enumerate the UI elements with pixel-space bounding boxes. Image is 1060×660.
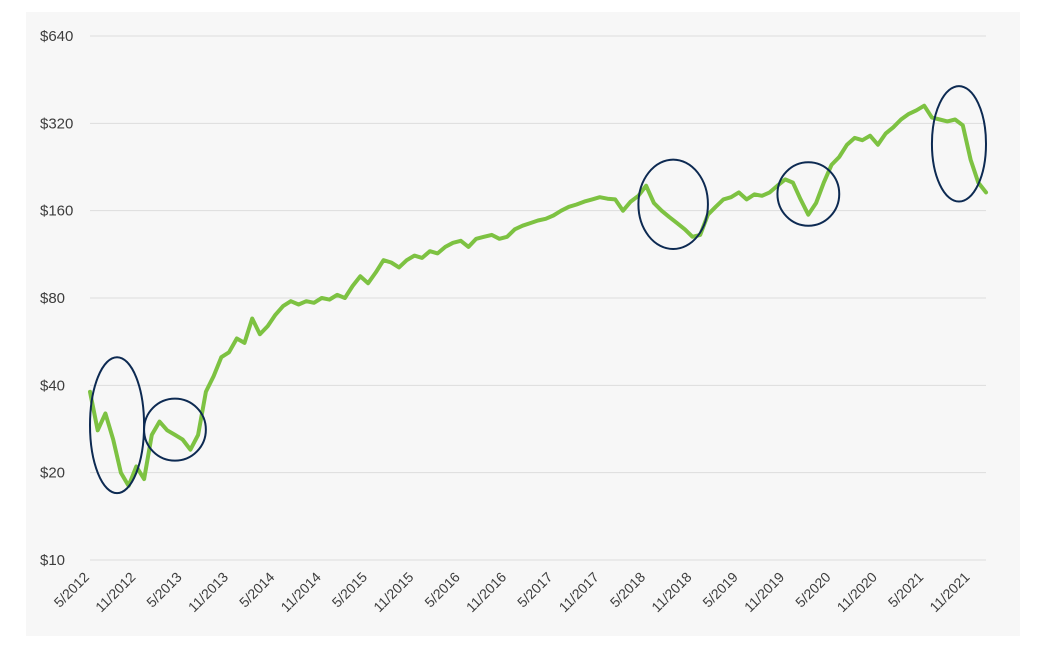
- x-tick-label: 11/2018: [648, 569, 695, 616]
- x-tick-label: 11/2021: [926, 569, 973, 616]
- x-tick-label: 5/2013: [143, 569, 185, 611]
- x-tick-label: 5/2018: [607, 569, 649, 611]
- y-tick-label: $40: [40, 377, 65, 394]
- y-tick-label: $160: [40, 203, 73, 220]
- highlight-circle-2: [637, 158, 709, 251]
- grid-lines: [90, 35, 986, 561]
- y-tick-label: $640: [40, 28, 73, 45]
- x-tick-label: 5/2020: [792, 569, 834, 611]
- x-tick-label: 11/2019: [741, 569, 788, 616]
- y-tick-label: $10: [40, 552, 65, 569]
- x-tick-label: 5/2017: [514, 569, 556, 611]
- series-line-0: [88, 103, 988, 488]
- y-tick-label: $320: [40, 115, 73, 132]
- highlight-circle-3: [776, 161, 841, 227]
- x-tick-label: 11/2020: [834, 569, 881, 616]
- x-tick-label: 11/2014: [277, 569, 324, 616]
- x-tick-label: 5/2016: [421, 569, 463, 611]
- y-axis: $10 $20 $40 $80 $160 $320 $640: [40, 28, 73, 569]
- y-tick-label: $20: [40, 465, 65, 482]
- x-axis: 5/2012 11/2012 5/2013 11/2013 5/2014 11/2014 5…: [51, 569, 973, 616]
- x-tick-label: 5/2019: [699, 569, 741, 611]
- x-tick-label: 11/2015: [370, 569, 417, 616]
- y-tick-label: $80: [40, 290, 65, 307]
- x-tick-label: 11/2013: [185, 569, 232, 616]
- x-tick-label: 11/2016: [463, 569, 510, 616]
- x-tick-label: 11/2017: [556, 569, 603, 616]
- series: [88, 103, 988, 488]
- highlight-circle-1: [143, 397, 207, 462]
- x-tick-label: 5/2015: [329, 569, 371, 611]
- highlight-circles: [89, 85, 987, 495]
- x-tick-label: 11/2012: [92, 569, 139, 616]
- highlight-circle-4: [930, 85, 987, 203]
- x-tick-label: 5/2012: [51, 569, 93, 611]
- x-tick-label: 5/2014: [236, 569, 278, 611]
- x-tick-label: 5/2021: [885, 569, 927, 611]
- chart-panel: [26, 12, 1020, 636]
